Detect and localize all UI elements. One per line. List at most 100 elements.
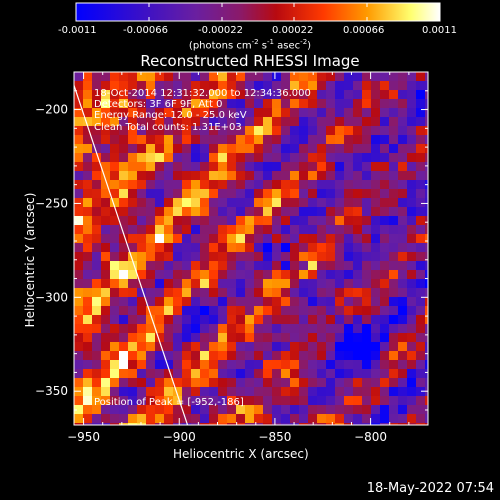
- heatmap-cell: [272, 414, 281, 423]
- heatmap-cell: [119, 405, 128, 414]
- heatmap-cell: [371, 99, 380, 108]
- heatmap-cell: [245, 153, 254, 162]
- heatmap-cell: [398, 351, 407, 360]
- heatmap-cell: [74, 369, 83, 378]
- heatmap-cell: [344, 162, 353, 171]
- heatmap-cell: [119, 423, 128, 425]
- heatmap-cell: [362, 198, 371, 207]
- x-tick-label: −800: [354, 430, 387, 444]
- heatmap-cell: [164, 288, 173, 297]
- heatmap-cell: [155, 351, 164, 360]
- heatmap-cell: [155, 405, 164, 414]
- heatmap-cell: [164, 207, 173, 216]
- heatmap-cell: [101, 333, 110, 342]
- heatmap-cell: [83, 243, 92, 252]
- heatmap-cell: [137, 243, 146, 252]
- heatmap-cell: [218, 234, 227, 243]
- heatmap-cell: [173, 108, 182, 117]
- heatmap-cell: [362, 72, 371, 81]
- heatmap-cell: [317, 405, 326, 414]
- heatmap-cell: [236, 243, 245, 252]
- heatmap-cell: [398, 288, 407, 297]
- heatmap-cell: [128, 315, 137, 324]
- heatmap-cell: [299, 396, 308, 405]
- heatmap-cell: [371, 243, 380, 252]
- heatmap-cell: [389, 90, 398, 99]
- heatmap-cell: [371, 405, 380, 414]
- heatmap-cell: [173, 279, 182, 288]
- heatmap-cell: [74, 324, 83, 333]
- heatmap-cell: [254, 126, 263, 135]
- heatmap-cell: [119, 351, 128, 360]
- heatmap-cell: [326, 342, 335, 351]
- heatmap-cell: [245, 243, 254, 252]
- heatmap-cell: [281, 108, 290, 117]
- heatmap-cell: [263, 144, 272, 153]
- heatmap-cell: [92, 333, 101, 342]
- heatmap-cell: [110, 315, 119, 324]
- heatmap-cell: [92, 126, 101, 135]
- heatmap-cell: [173, 207, 182, 216]
- heatmap-cell: [119, 414, 128, 423]
- heatmap-cell: [308, 207, 317, 216]
- heatmap-cell: [227, 270, 236, 279]
- heatmap-cell: [173, 225, 182, 234]
- heatmap-cell: [272, 207, 281, 216]
- heatmap-cell: [128, 297, 137, 306]
- heatmap-cell: [407, 342, 416, 351]
- heatmap-cell: [326, 198, 335, 207]
- heatmap-cell: [137, 297, 146, 306]
- heatmap-cell: [281, 333, 290, 342]
- heatmap-cell: [218, 315, 227, 324]
- heatmap-cell: [353, 108, 362, 117]
- heatmap-cell: [128, 288, 137, 297]
- heatmap-cell: [416, 369, 425, 378]
- heatmap-cell: [398, 315, 407, 324]
- heatmap-cell: [281, 315, 290, 324]
- heatmap-cell: [110, 126, 119, 135]
- heatmap-cell: [272, 198, 281, 207]
- heatmap-cell: [209, 171, 218, 180]
- heatmap-cell: [146, 351, 155, 360]
- heatmap-cell: [101, 360, 110, 369]
- colorbar-tick-label: 0.00066: [343, 25, 385, 36]
- heatmap-cell: [128, 306, 137, 315]
- heatmap-cell: [263, 180, 272, 189]
- heatmap-cell: [119, 162, 128, 171]
- heatmap-cell: [146, 405, 155, 414]
- heatmap-cell: [254, 189, 263, 198]
- heatmap-cell: [281, 99, 290, 108]
- heatmap-cell: [281, 261, 290, 270]
- heatmap-cell: [119, 153, 128, 162]
- heatmap-cell: [425, 396, 428, 405]
- heatmap-cell: [326, 360, 335, 369]
- heatmap-cell: [146, 126, 155, 135]
- heatmap-cell: [317, 225, 326, 234]
- heatmap-cell: [83, 225, 92, 234]
- heatmap-cell: [416, 333, 425, 342]
- heatmap-cell: [236, 198, 245, 207]
- y-tick-label: −300: [35, 290, 68, 304]
- heatmap-cell: [335, 126, 344, 135]
- heatmap-cell: [299, 216, 308, 225]
- heatmap-cell: [353, 72, 362, 81]
- heatmap-cell: [425, 414, 428, 423]
- heatmap-cell: [74, 117, 83, 126]
- heatmap-cell: [371, 315, 380, 324]
- heatmap-cell: [398, 81, 407, 90]
- heatmap-cell: [353, 135, 362, 144]
- heatmap-cell: [155, 135, 164, 144]
- heatmap-cell: [119, 288, 128, 297]
- heatmap-cell: [317, 171, 326, 180]
- heatmap-cell: [344, 351, 353, 360]
- heatmap-cell: [290, 243, 299, 252]
- heatmap-cell: [200, 90, 209, 99]
- heatmap-cell: [110, 198, 119, 207]
- heatmap-cell: [74, 135, 83, 144]
- heatmap-cell: [227, 396, 236, 405]
- heatmap-cell: [254, 396, 263, 405]
- plot-axes: −950 −900 −850 −800−200−250−300−350: [35, 71, 428, 444]
- heatmap-cell: [128, 351, 137, 360]
- heatmap-cell: [128, 72, 137, 81]
